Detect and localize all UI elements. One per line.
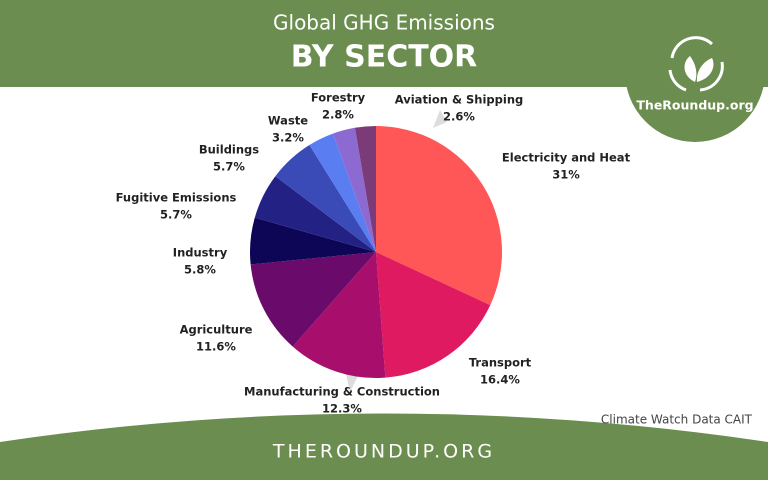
pie-slice [376, 126, 503, 306]
pie-slice [354, 126, 376, 252]
slice-value: 2.6% [443, 110, 475, 124]
logo-icon [668, 36, 724, 92]
pie-slice [250, 252, 376, 347]
slice-label: Agriculture [180, 323, 253, 337]
pie [250, 126, 503, 378]
slice-label: Transport [469, 356, 532, 370]
slice-value: 16.4% [480, 373, 520, 387]
slice-label: Waste [268, 114, 308, 128]
source-note: Climate Watch Data CAIT [601, 413, 753, 427]
leader [433, 110, 447, 128]
slice-label: Fugitive Emissions [116, 191, 237, 205]
pie-slice [292, 252, 386, 378]
chart-title: Global GHG Emissions [273, 11, 495, 35]
slice-label: Aviation & Shipping [395, 93, 524, 107]
pie-slice [254, 176, 376, 252]
pie-slice [309, 133, 376, 252]
footer-band [0, 413, 768, 480]
pie-slice [250, 217, 376, 265]
slice-label: Forestry [311, 91, 366, 105]
pie-slice [275, 145, 376, 252]
leader [346, 374, 358, 392]
slice-label: Industry [173, 246, 228, 260]
slice-value: 3.2% [272, 131, 304, 145]
logo-text: TheRoundup.org [636, 98, 753, 113]
slice-value: 5.7% [160, 208, 192, 222]
pie-slice [376, 252, 491, 378]
slice-value: 12.3% [322, 402, 362, 416]
footer-text: THEROUNDUP.ORG [272, 441, 495, 463]
slice-value: 11.6% [196, 340, 236, 354]
slice-label: Manufacturing & Construction [244, 385, 440, 399]
slice-label: Electricity and Heat [502, 151, 631, 165]
slice-value: 31% [552, 168, 580, 182]
slice-value: 5.7% [213, 160, 245, 174]
slice-value: 5.8% [184, 263, 216, 277]
slice-label: Buildings [199, 143, 259, 157]
slice-value: 2.8% [322, 108, 354, 122]
pie-slice [332, 127, 376, 252]
chart-subtitle: BY SECTOR [291, 40, 478, 75]
